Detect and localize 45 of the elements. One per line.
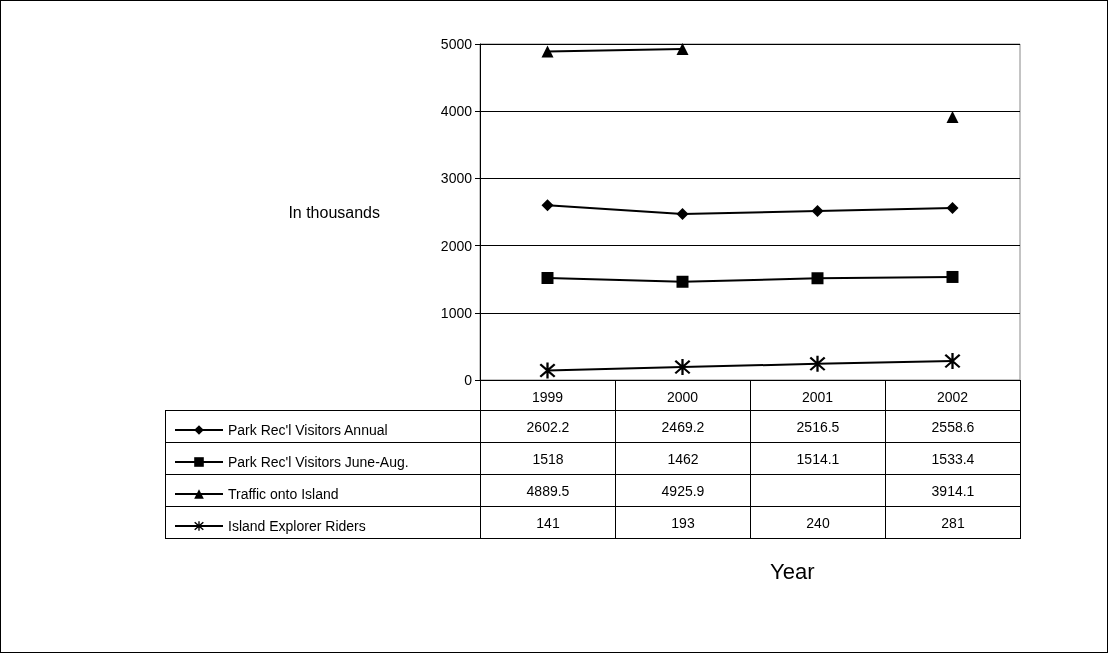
y-tick-label: 0 — [464, 372, 473, 388]
legend-label: Park Rec'l Visitors Annual — [228, 422, 388, 438]
data-label: 281 — [885, 506, 1021, 539]
data-label: 240 — [750, 506, 886, 539]
legend-label: Park Rec'l Visitors June-Aug. — [228, 454, 409, 470]
point — [539, 362, 556, 379]
data-label: 1462 — [615, 442, 751, 475]
point — [541, 199, 554, 212]
data-label: 1518 — [480, 442, 616, 475]
y-tick-label: 3000 — [440, 170, 473, 187]
data-label: 3914.1 — [885, 474, 1021, 507]
legend-label: Traffic onto Island — [228, 486, 339, 502]
data-label: 2469.2 — [615, 410, 751, 443]
point — [811, 272, 824, 285]
x-tick-label: 1999 — [531, 389, 564, 405]
y-tick-label: 2000 — [440, 237, 473, 254]
y-axis-title: In thousands — [288, 203, 380, 221]
legend-label: Island Explorer Riders — [228, 518, 366, 534]
data-label: 2516.5 — [750, 410, 886, 443]
x-tick-label: 2002 — [936, 389, 969, 405]
data-label: 4925.9 — [615, 474, 751, 507]
point — [811, 204, 824, 217]
point — [809, 355, 826, 372]
point — [676, 275, 689, 288]
x-tick-label: 2001 — [801, 389, 834, 405]
data-label: 2602.2 — [480, 410, 616, 443]
data-label: 193 — [615, 506, 751, 539]
data-label: 2558.6 — [885, 410, 1021, 443]
y-tick-label: 5000 — [440, 36, 473, 52]
point — [674, 359, 691, 376]
point — [541, 271, 554, 284]
point — [541, 45, 554, 58]
data-label: 1514.1 — [750, 442, 886, 475]
point — [946, 270, 959, 283]
text: Year — [770, 558, 815, 584]
x-tick-label: 2000 — [666, 389, 699, 405]
point — [944, 353, 961, 370]
y-tick-label: 4000 — [440, 103, 473, 120]
data-label: 4889.5 — [480, 474, 616, 507]
y-tick-label: 1000 — [440, 304, 473, 321]
point — [676, 208, 689, 221]
point — [946, 202, 959, 215]
data-label: 141 — [480, 506, 616, 539]
data-label: 1533.4 — [885, 442, 1021, 475]
point — [676, 42, 689, 55]
